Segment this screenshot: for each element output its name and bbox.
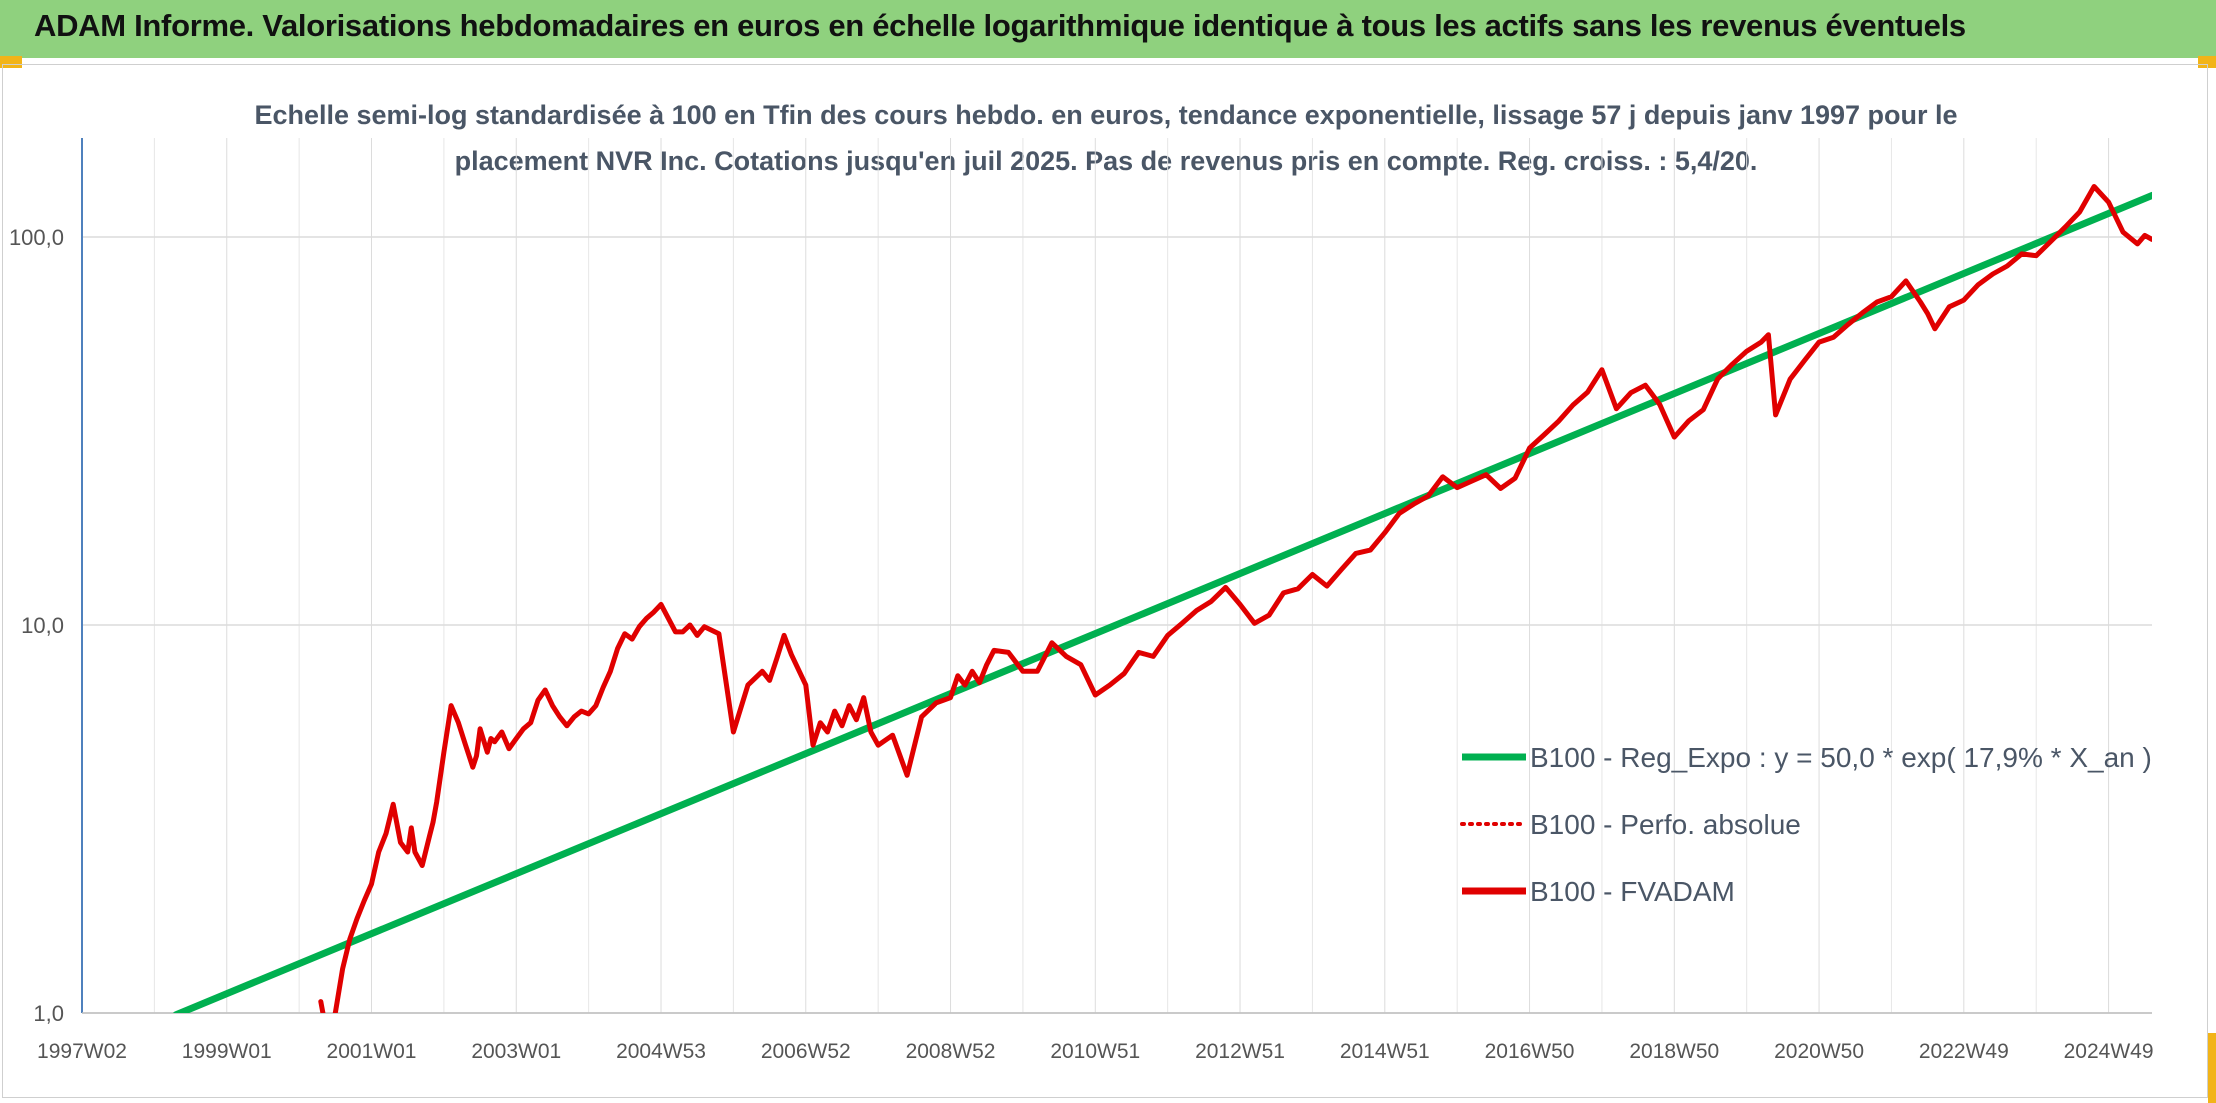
grid — [81, 138, 2152, 1014]
header-title: ADAM Informe. Valorisations hebdomadaire… — [34, 8, 1966, 43]
x-tick-label: 2018W50 — [1629, 1040, 1719, 1063]
chart-subtitle: Echelle semi-log standardisée à 100 en T… — [254, 100, 1957, 176]
x-tick-label: 2006W52 — [761, 1040, 851, 1063]
x-tick-label: 1997W02 — [37, 1040, 127, 1063]
corner-accent-top-right — [2198, 56, 2216, 68]
x-tick-label: 2014W51 — [1340, 1040, 1430, 1063]
axes: 1,0 10,0 100,0 1997W02 1999W01 2001W01 2003W01… — [9, 138, 2154, 1063]
x-tick-label: 2022W49 — [1919, 1040, 2009, 1063]
series-fvadam-line — [318, 184, 2152, 1013]
y-tick-label: 1,0 — [33, 1001, 64, 1026]
x-tick-label: 2010W51 — [1050, 1040, 1140, 1063]
x-tick-label: 2004W53 — [616, 1040, 706, 1063]
x-tick-label: 2020W50 — [1774, 1040, 1864, 1063]
legend: B100 - Reg_Expo : y = 50,0 * exp( 17,9% … — [1460, 742, 2152, 907]
legend-label: B100 - Perfo. absolue — [1530, 809, 1801, 840]
legend-label: B100 - FVADAM — [1530, 876, 1735, 907]
x-tick-label: 2012W51 — [1195, 1040, 1285, 1063]
x-tick-label: 1999W01 — [182, 1040, 272, 1063]
x-tick-label: 2024W49 — [2064, 1040, 2154, 1063]
series-trend-line — [173, 191, 2152, 1013]
header-bar: ADAM Informe. Valorisations hebdomadaire… — [0, 0, 2216, 58]
y-tick-label: 100,0 — [9, 225, 64, 250]
chart-subtitle-line: Echelle semi-log standardisée à 100 en T… — [254, 100, 1957, 130]
corner-accent-bottom-right — [2208, 1033, 2216, 1103]
y-tick-label: 10,0 — [21, 613, 64, 638]
legend-label: B100 - Reg_Expo : y = 50,0 * exp( 17,9% … — [1530, 742, 2152, 773]
x-tick-label: 2003W01 — [471, 1040, 561, 1063]
chart-subtitle-line: placement NVR Inc. Cotations jusqu'en ju… — [455, 146, 1758, 176]
series — [173, 184, 2152, 1013]
x-tick-label: 2016W50 — [1485, 1040, 1575, 1063]
corner-accent-top-left — [0, 56, 22, 68]
chart-frame — [2, 64, 2208, 1098]
x-tick-label: 2008W52 — [906, 1040, 996, 1063]
x-tick-label: 2001W01 — [327, 1040, 417, 1063]
